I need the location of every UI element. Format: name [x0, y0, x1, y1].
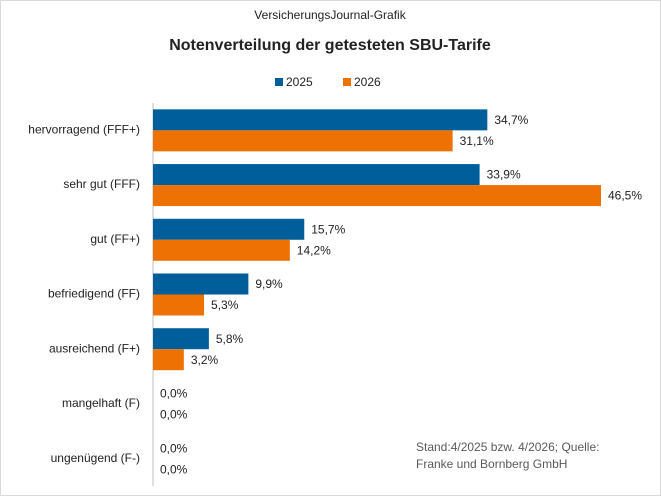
value-label: 33,9%: [487, 168, 521, 182]
category-label: sehr gut (FFF): [63, 177, 140, 191]
value-label: 46,5%: [608, 189, 642, 203]
bar: [153, 218, 305, 240]
value-label: 5,3%: [211, 298, 239, 312]
legend-label: 2026: [354, 75, 381, 89]
value-label: 31,1%: [460, 134, 494, 148]
value-label: 9,9%: [255, 277, 283, 291]
value-label: 0,0%: [160, 441, 188, 455]
legend-swatch: [275, 78, 283, 86]
bar: [153, 273, 249, 295]
value-label: 0,0%: [160, 462, 188, 476]
category-label: ungenügend (F-): [51, 451, 140, 465]
value-label: 0,0%: [160, 408, 188, 422]
bar: [153, 349, 184, 371]
bar: [153, 164, 480, 186]
value-label: 3,2%: [191, 353, 219, 367]
chart-title: Notenverteilung der getesteten SBU-Tarif…: [169, 37, 491, 54]
bar: [153, 328, 209, 350]
value-label: 34,7%: [494, 113, 528, 127]
source-label: VersicherungsJournal-Grafik: [254, 8, 406, 22]
bar: [153, 130, 453, 152]
legend-swatch: [343, 78, 351, 86]
bar: [153, 109, 488, 131]
value-label: 15,7%: [311, 222, 345, 236]
category-label: befriedigend (FF): [48, 287, 140, 301]
category-label: mangelhaft (F): [62, 396, 140, 410]
bar: [153, 185, 601, 207]
legend-label: 2025: [286, 75, 313, 89]
value-label: 0,0%: [160, 387, 188, 401]
category-label: ausreichend (F+): [49, 341, 140, 355]
category-label: hervorragend (FFF+): [28, 123, 140, 137]
value-label: 5,8%: [216, 332, 244, 346]
bar: [153, 239, 290, 261]
bar: [153, 294, 205, 316]
value-label: 14,2%: [297, 243, 331, 257]
note: Franke und Bornberg GmbH: [416, 457, 567, 471]
note: Stand:4/2025 bzw. 4/2026; Quelle:: [416, 440, 599, 454]
category-label: gut (FF+): [90, 232, 140, 246]
